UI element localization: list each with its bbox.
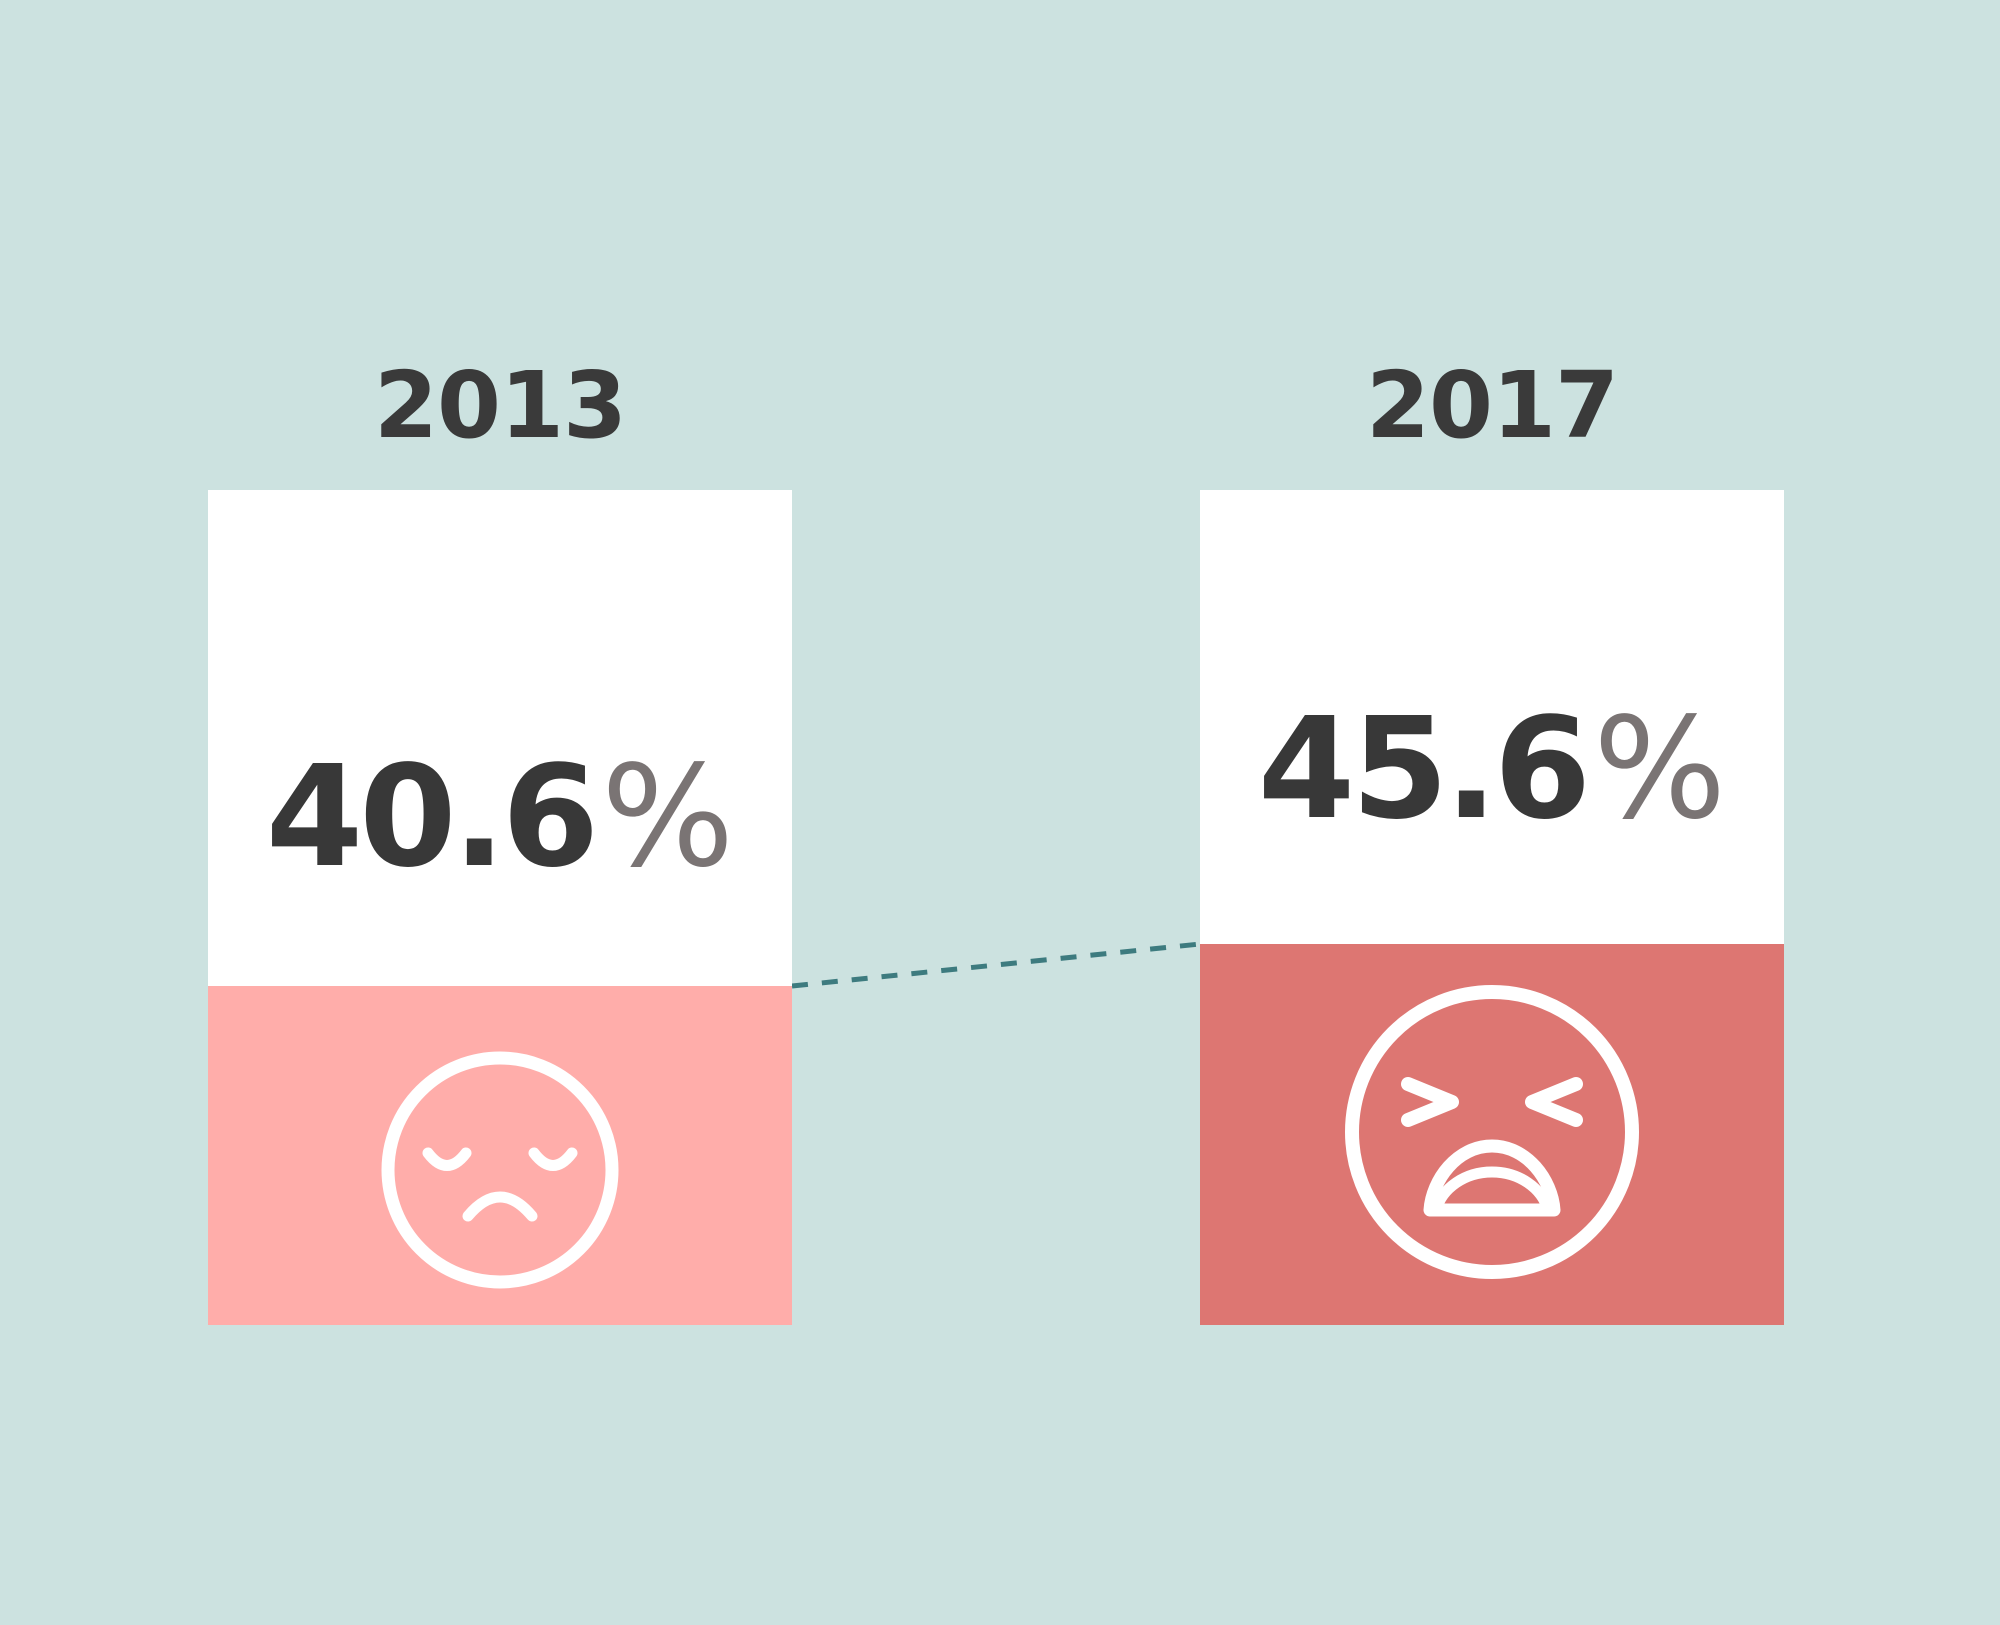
- value-box-2017: 45.6%: [1200, 490, 1784, 1325]
- value-box-2013: 40.6%: [208, 490, 792, 1325]
- year-label-2013: 2013: [373, 352, 627, 459]
- year-label-2017: 2017: [1365, 352, 1619, 459]
- angry-face-icon: [1345, 985, 1639, 1279]
- value-label-2013: 40.6%: [208, 748, 792, 888]
- value-label-2017: 45.6%: [1200, 700, 1784, 840]
- value-unit-2017: %: [1593, 688, 1727, 851]
- trend-connector-line: [791, 941, 1201, 989]
- value-fill-2017: [1200, 944, 1784, 1325]
- value-number-2017: 45.6: [1257, 688, 1591, 851]
- value-fill-2013: [208, 986, 792, 1325]
- value-unit-2013: %: [601, 736, 735, 899]
- sad-face-icon: [381, 1051, 619, 1289]
- value-number-2013: 40.6: [265, 736, 599, 899]
